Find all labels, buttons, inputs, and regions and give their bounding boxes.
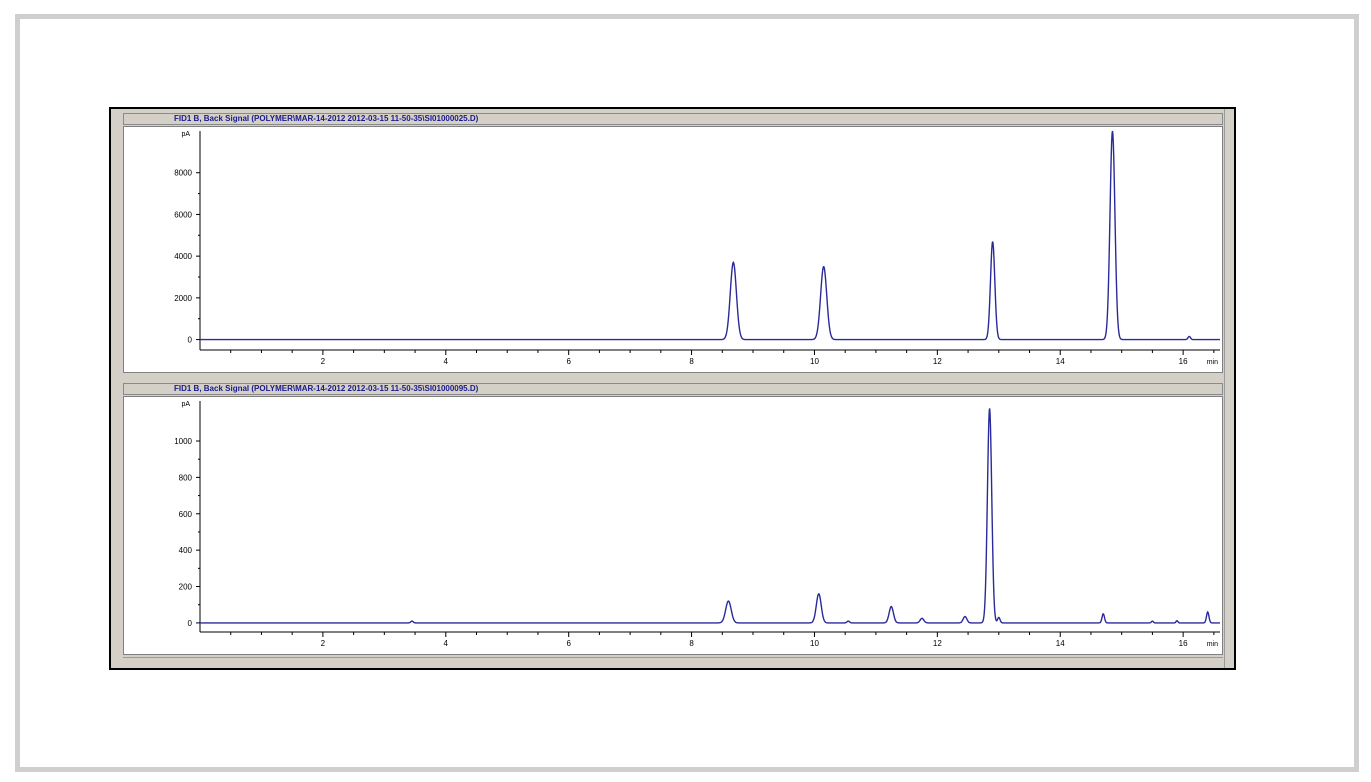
y-tick-label: 0 [188,336,193,345]
right-side-bar[interactable] [1224,109,1231,668]
x-tick-label: 16 [1179,357,1188,366]
y-axis-label: pA [181,401,190,408]
x-axis-label: min [1207,641,1218,648]
y-tick-label: 1000 [174,437,192,446]
x-tick-label: 12 [933,639,942,648]
x-tick-label: 2 [321,357,326,366]
peak-point [964,616,966,618]
panel-top: FID1 B, Back Signal (POLYMER\MAR-14-2012… [123,113,1223,373]
x-tick-label: 6 [566,357,571,366]
peak-point [1112,130,1114,132]
x-tick-label: 8 [689,357,694,366]
y-tick-label: 200 [179,583,193,592]
peak-point [992,241,994,243]
panel-bottom: FID1 B, Back Signal (POLYMER\MAR-14-2012… [123,383,1223,657]
peak-point [1188,336,1190,338]
y-tick-label: 6000 [174,210,192,219]
chromatogram-window: FID1 B, Back Signal (POLYMER\MAR-14-2012… [109,107,1236,670]
y-tick-label: 600 [179,510,193,519]
x-tick-label: 6 [566,639,571,648]
x-tick-label: 16 [1179,639,1188,648]
chart-top: 0 2000 4000 6000 8000 pA 2 4 6 8 10 12 14 16 min [174,130,1220,366]
x-tick-label: 10 [810,357,819,366]
peak-point [823,266,825,268]
peak-point [733,262,735,264]
panel-bottom-plot: 0 200 400 600 800 1000 pA 2 4 6 8 10 12 14 16 min [123,396,1223,655]
peak-point [1102,613,1104,615]
peak-point [1207,611,1209,613]
chart-bottom: 0 200 400 600 800 1000 pA 2 4 6 8 10 12 14 16 min [174,401,1220,648]
x-tick-label: 8 [689,639,694,648]
y-tick-label: 800 [179,473,193,482]
peak-point [921,618,923,620]
peak-point [1152,620,1154,622]
x-tick-label: 14 [1056,357,1065,366]
peak-point [989,407,991,409]
x-axis-label: min [1207,359,1218,366]
panel-bottom-title: FID1 B, Back Signal (POLYMER\MAR-14-2012… [123,383,1223,395]
y-tick-label: 2000 [174,294,192,303]
peak-point [890,606,892,608]
y-axis-label: pA [181,131,190,138]
x-tick-label: 4 [444,639,449,648]
peak-point [847,620,849,622]
x-tick-label: 2 [321,639,326,648]
panel-top-title: FID1 B, Back Signal (POLYMER\MAR-14-2012… [123,113,1223,125]
peak-point [728,600,730,602]
y-tick-label: 0 [188,619,193,628]
x-tick-label: 4 [444,357,449,366]
y-tick-label: 400 [179,546,193,555]
x-tick-label: 12 [933,357,942,366]
panel-top-plot: 0 2000 4000 6000 8000 pA 2 4 6 8 10 12 14 16 min [123,126,1223,373]
x-tick-label: 10 [810,639,819,648]
peak-point [411,620,413,622]
signal-trace [200,408,1220,624]
signal-trace [200,130,1220,341]
y-tick-label: 8000 [174,169,192,178]
x-tick-label: 14 [1056,639,1065,648]
horizontal-scrollbar[interactable] [123,657,1223,668]
peak-point [998,617,1000,619]
peak-point [1176,620,1178,622]
peak-point [818,593,820,595]
y-tick-label: 4000 [174,252,192,261]
